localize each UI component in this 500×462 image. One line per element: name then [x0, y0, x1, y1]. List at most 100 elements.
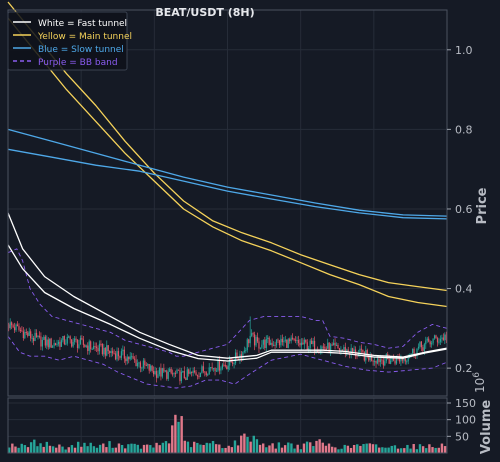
volume-bar	[249, 441, 252, 453]
candle-body	[312, 340, 314, 345]
volume-bar	[327, 443, 331, 453]
candle-body	[419, 341, 421, 347]
candle-body	[335, 344, 338, 346]
volume-bar	[167, 443, 171, 453]
candle-body	[145, 365, 147, 367]
volume-bar	[14, 446, 17, 453]
candle-body	[211, 367, 213, 369]
candle-body	[210, 367, 212, 369]
candle-body	[88, 341, 90, 351]
candle-body	[344, 347, 346, 354]
candle-body	[46, 339, 48, 346]
candle-body	[315, 350, 317, 352]
candle-body	[13, 327, 16, 331]
candle-body	[264, 339, 266, 348]
candle-body	[248, 339, 250, 344]
volume-bar	[437, 447, 440, 453]
candle-body	[12, 325, 14, 328]
volume-tick-label: 150	[455, 397, 476, 410]
candle-body	[142, 360, 144, 368]
candle-body	[176, 369, 178, 374]
legend-label-bb: Purple = BB band	[38, 58, 118, 68]
candlestick-layer	[8, 316, 447, 385]
candle-body	[261, 344, 263, 348]
candle-body	[305, 339, 307, 343]
candle-body	[182, 371, 184, 373]
candle-body	[38, 335, 41, 337]
candle-body	[340, 349, 342, 351]
tunnel-layer	[7, 1, 448, 308]
candle-body	[114, 353, 117, 360]
candle-body	[68, 336, 70, 338]
candle-body	[372, 360, 374, 362]
candle-body	[262, 339, 264, 345]
candle-body	[395, 356, 398, 364]
volume-axes-frame	[7, 397, 448, 454]
candle-body	[332, 342, 335, 346]
volume-bar	[415, 449, 419, 453]
candle-body	[404, 358, 406, 362]
candle-body	[401, 358, 403, 361]
candle-body	[341, 349, 343, 351]
candle-body	[59, 341, 61, 347]
candle-body	[24, 332, 26, 339]
volume-bar	[393, 445, 397, 453]
candle-body	[416, 348, 418, 356]
volume-bar	[403, 448, 406, 453]
candle-body	[157, 374, 159, 378]
volume-bar	[252, 435, 255, 453]
candle-body	[82, 339, 84, 345]
candle-body	[253, 334, 256, 346]
volume-bar	[412, 444, 415, 453]
volume-bar	[183, 440, 186, 453]
candle-body	[218, 360, 221, 371]
candle-body	[425, 340, 427, 345]
candle-body	[150, 365, 152, 371]
volume-bar	[133, 443, 136, 453]
volume-bar	[330, 446, 334, 453]
volume-bar	[102, 443, 105, 453]
volume-bar	[149, 445, 152, 453]
candle-body	[66, 336, 68, 344]
candle-body	[432, 338, 434, 344]
volume-bar	[283, 445, 287, 453]
candle-body	[325, 348, 327, 350]
volume-bars	[8, 414, 447, 453]
volume-bar	[362, 444, 365, 453]
volume-bar	[64, 449, 67, 453]
volume-bar	[443, 446, 447, 453]
candle-body	[306, 342, 308, 350]
candle-body	[296, 340, 298, 342]
candle-body	[21, 330, 23, 332]
candle-body	[65, 343, 67, 345]
candle-body	[163, 368, 165, 372]
volume-bar	[26, 447, 30, 453]
volume-bar	[55, 447, 58, 453]
volume-bar	[155, 442, 158, 453]
candle-body	[28, 331, 30, 336]
candle-body	[375, 361, 377, 364]
candle-body	[129, 356, 131, 360]
volume-bar	[45, 441, 49, 453]
candle-body	[398, 357, 401, 362]
candle-body	[373, 361, 376, 363]
volume-bar	[265, 447, 268, 453]
volume-bar	[318, 439, 321, 453]
candle-body	[224, 364, 226, 367]
candle-body	[71, 339, 73, 347]
candle-body	[117, 351, 120, 357]
candle-body	[173, 373, 175, 375]
volume-bar	[11, 443, 14, 453]
volume-bar	[120, 445, 124, 453]
candle-body	[112, 351, 114, 354]
legend: White = Fast tunnel Yellow = Main tunnel…	[7, 11, 132, 71]
candle-body	[95, 346, 98, 349]
candle-body	[265, 338, 267, 348]
volume-bar	[161, 442, 165, 453]
candle-body	[60, 340, 63, 347]
candle-body	[392, 357, 395, 361]
candle-body	[132, 356, 134, 359]
candle-body	[57, 341, 60, 345]
candle-body	[272, 344, 275, 346]
